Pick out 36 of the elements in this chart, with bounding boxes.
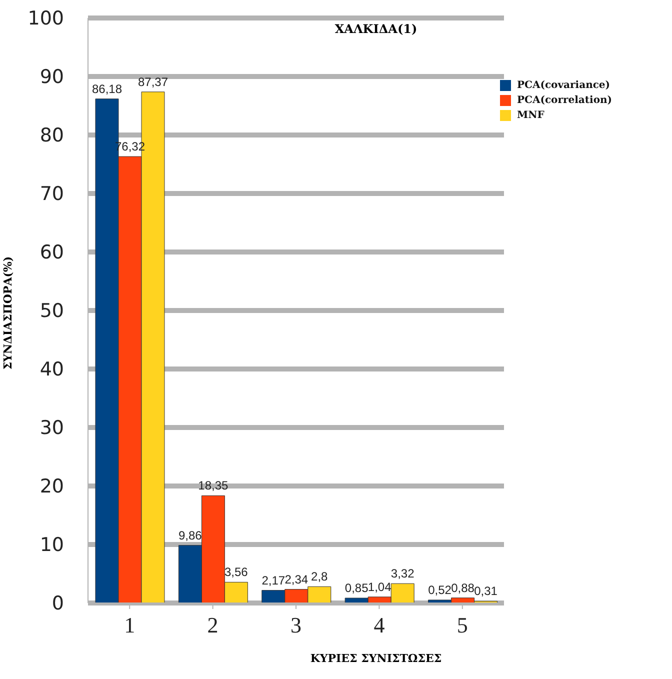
y-tick-label: 80: [40, 124, 64, 147]
data-label: 2,17: [262, 573, 286, 588]
legend-label: PCA(correlation): [517, 95, 612, 106]
data-label: 0,88: [451, 580, 475, 595]
data-label: 86,18: [92, 82, 122, 96]
data-label: 87,37: [138, 74, 168, 89]
y-tick-label: 50: [40, 300, 64, 322]
data-label: 2,8: [311, 570, 328, 584]
x-axis-title: ΚΥΡΙΕΣ ΣΥΝΙΣΤΩΣΕΣ: [309, 652, 443, 665]
x-tick-label: 4: [374, 612, 385, 638]
legend-label: MNF: [517, 110, 544, 121]
y-tick-label: 10: [40, 534, 64, 556]
data-label: 0,31: [474, 584, 498, 598]
x-tick-label: 1: [124, 612, 136, 638]
x-tick-label: 3: [290, 612, 302, 638]
data-label: 9,86: [178, 528, 202, 542]
y-tick-label: 20: [40, 476, 64, 498]
legend-label: PCA(covariance): [517, 80, 610, 91]
data-label: 18,35: [198, 478, 229, 493]
data-label: 3,56: [224, 565, 248, 580]
chart-title: ΧΑΛΚΙΔΑ(1): [334, 22, 418, 36]
x-tick-label: 2: [207, 612, 218, 638]
y-tick-label: 30: [40, 417, 64, 440]
y-tick-label: 40: [40, 358, 64, 381]
x-tick-label: 5: [456, 612, 468, 638]
y-tick-label: 90: [40, 66, 64, 88]
y-tick-label: 70: [40, 183, 64, 206]
data-label: 1,04: [368, 580, 392, 594]
y-tick-label: 0: [52, 592, 64, 615]
data-label: 2,34: [284, 572, 308, 586]
y-tick-label: 100: [28, 8, 64, 30]
y-axis-title: ΣΥΝΔΙΑΣΠΟΡΑ(%): [2, 256, 14, 370]
data-label: 0,85: [344, 581, 369, 596]
y-tick-label: 60: [40, 242, 64, 264]
data-label: 0,52: [428, 582, 452, 597]
data-label: 3,32: [390, 566, 415, 581]
